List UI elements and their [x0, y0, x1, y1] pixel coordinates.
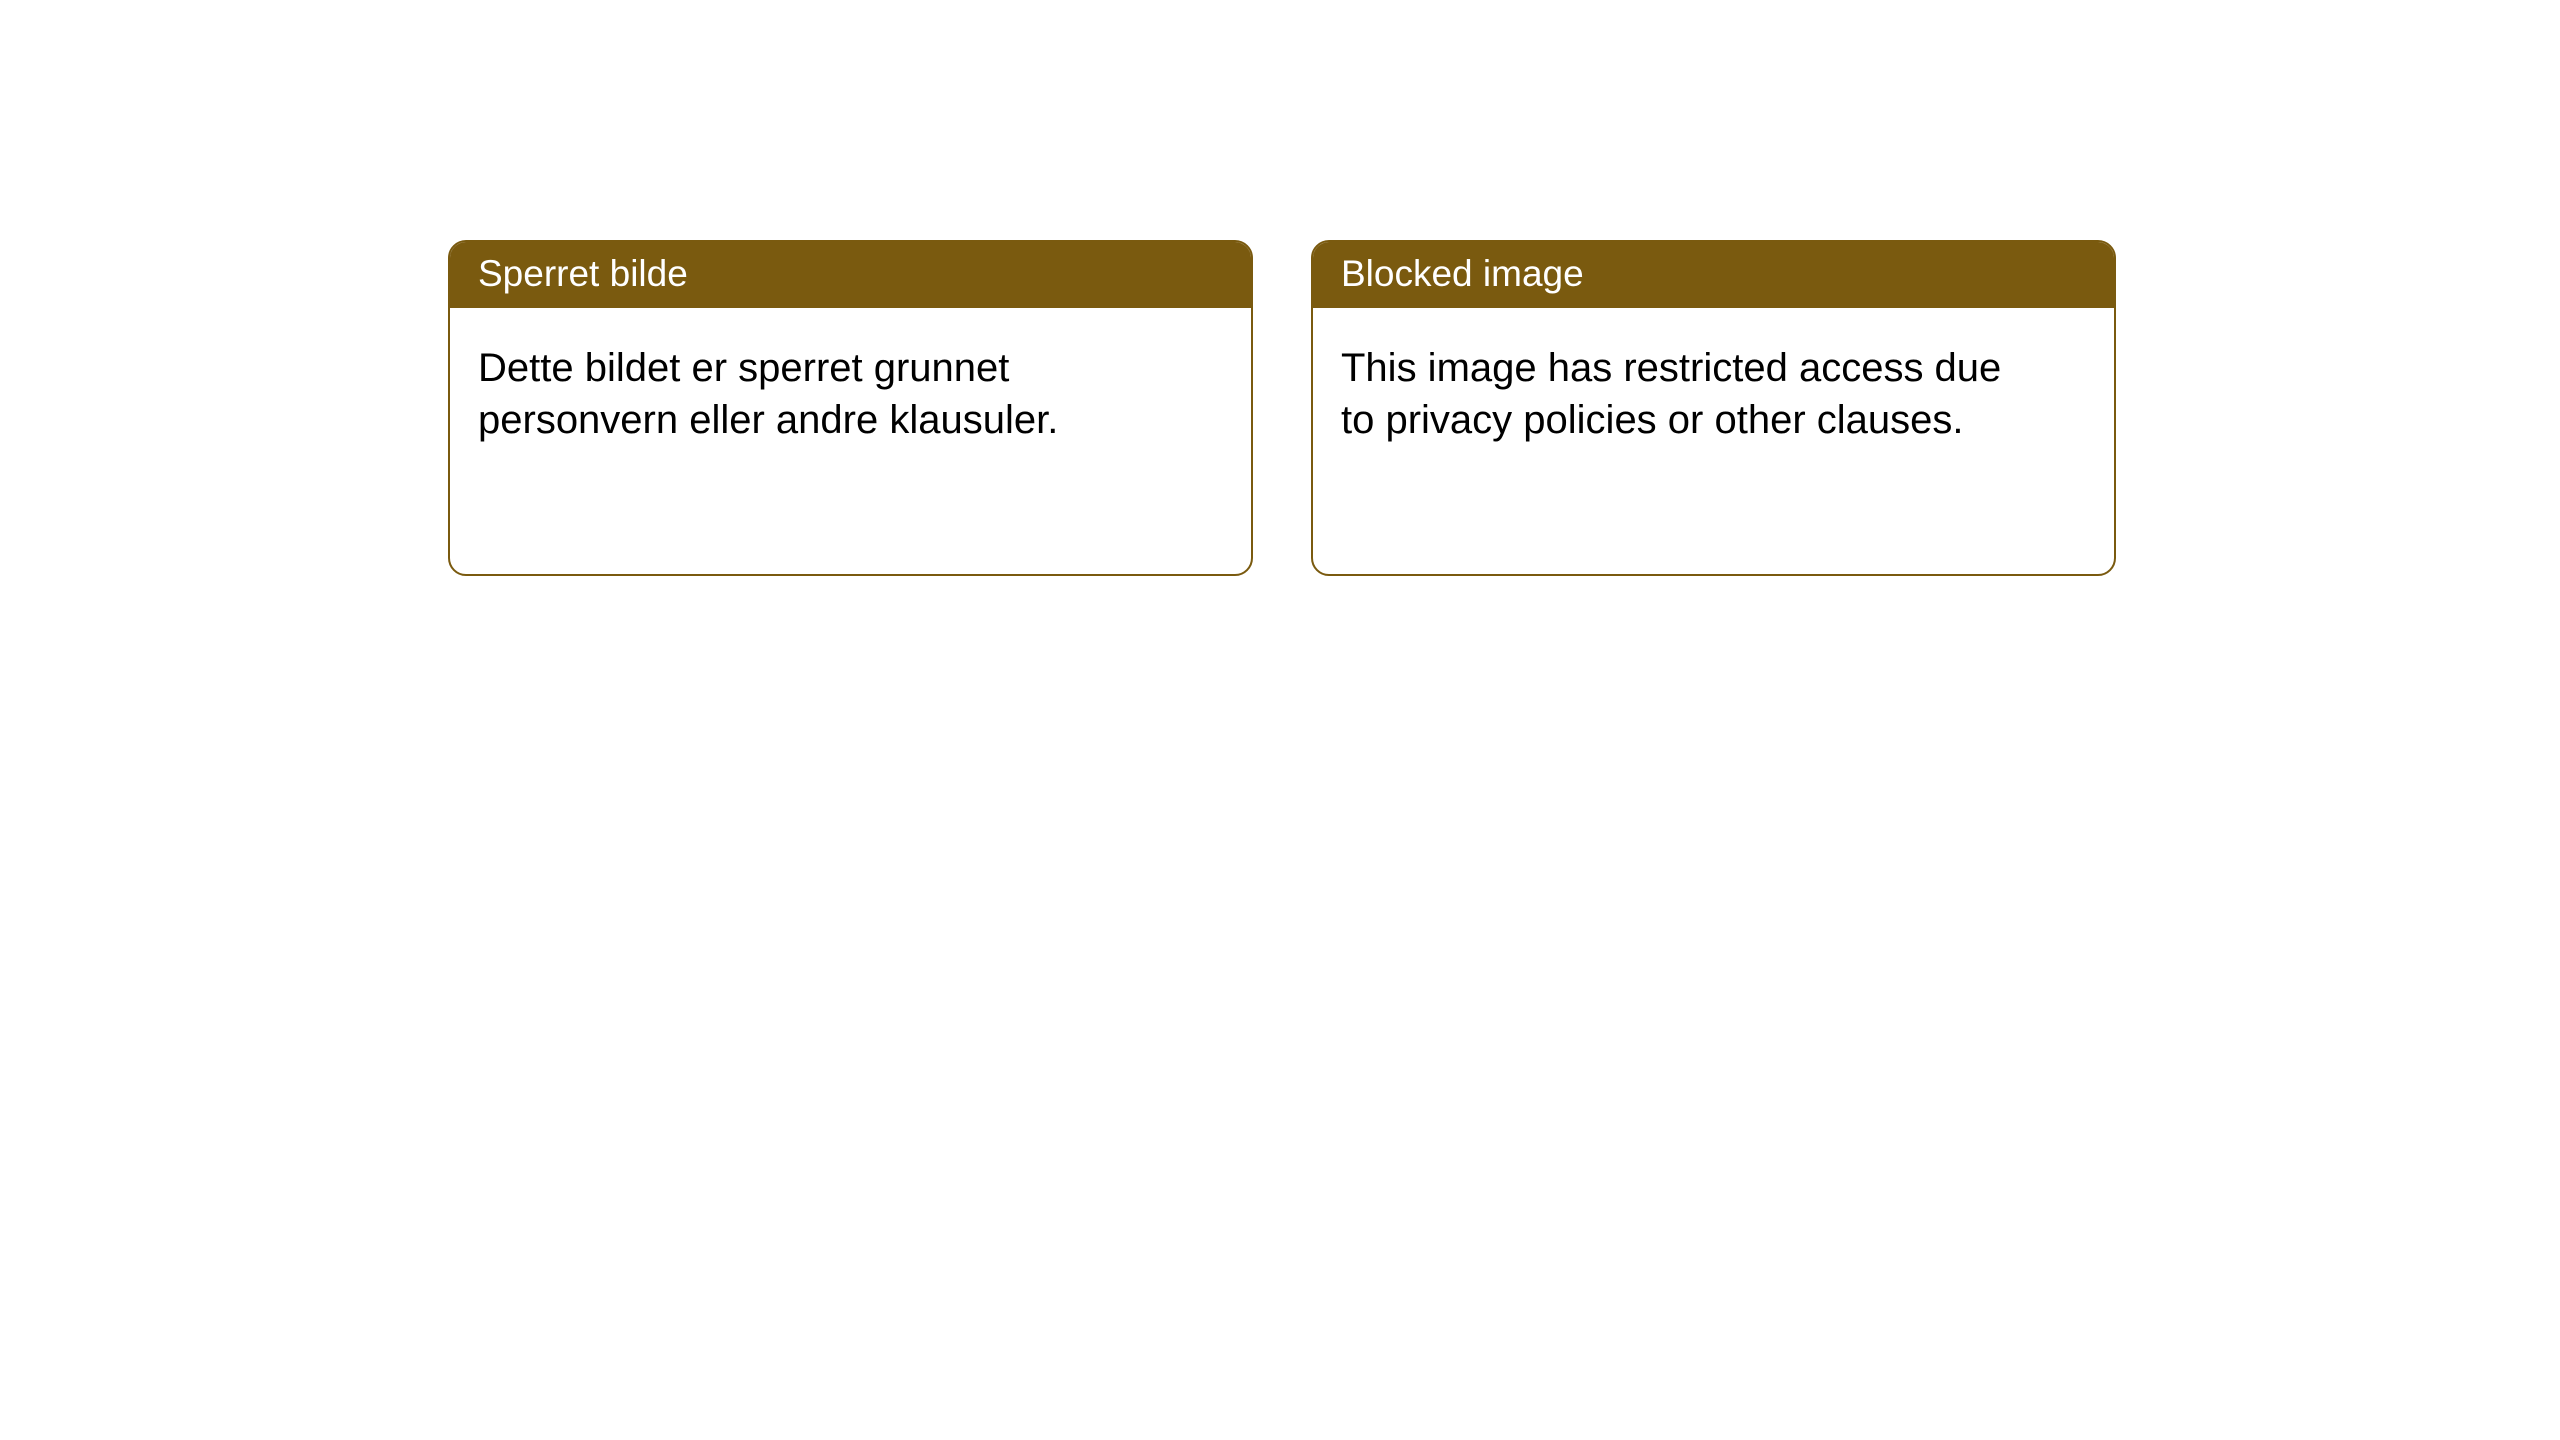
card-body: This image has restricted access due to … [1313, 308, 2033, 474]
card-header: Sperret bilde [450, 242, 1251, 308]
notice-card-english: Blocked image This image has restricted … [1311, 240, 2116, 576]
card-header: Blocked image [1313, 242, 2114, 308]
notice-card-norwegian: Sperret bilde Dette bildet er sperret gr… [448, 240, 1253, 576]
card-body: Dette bildet er sperret grunnet personve… [450, 308, 1170, 474]
notice-card-row: Sperret bilde Dette bildet er sperret gr… [0, 0, 2560, 576]
